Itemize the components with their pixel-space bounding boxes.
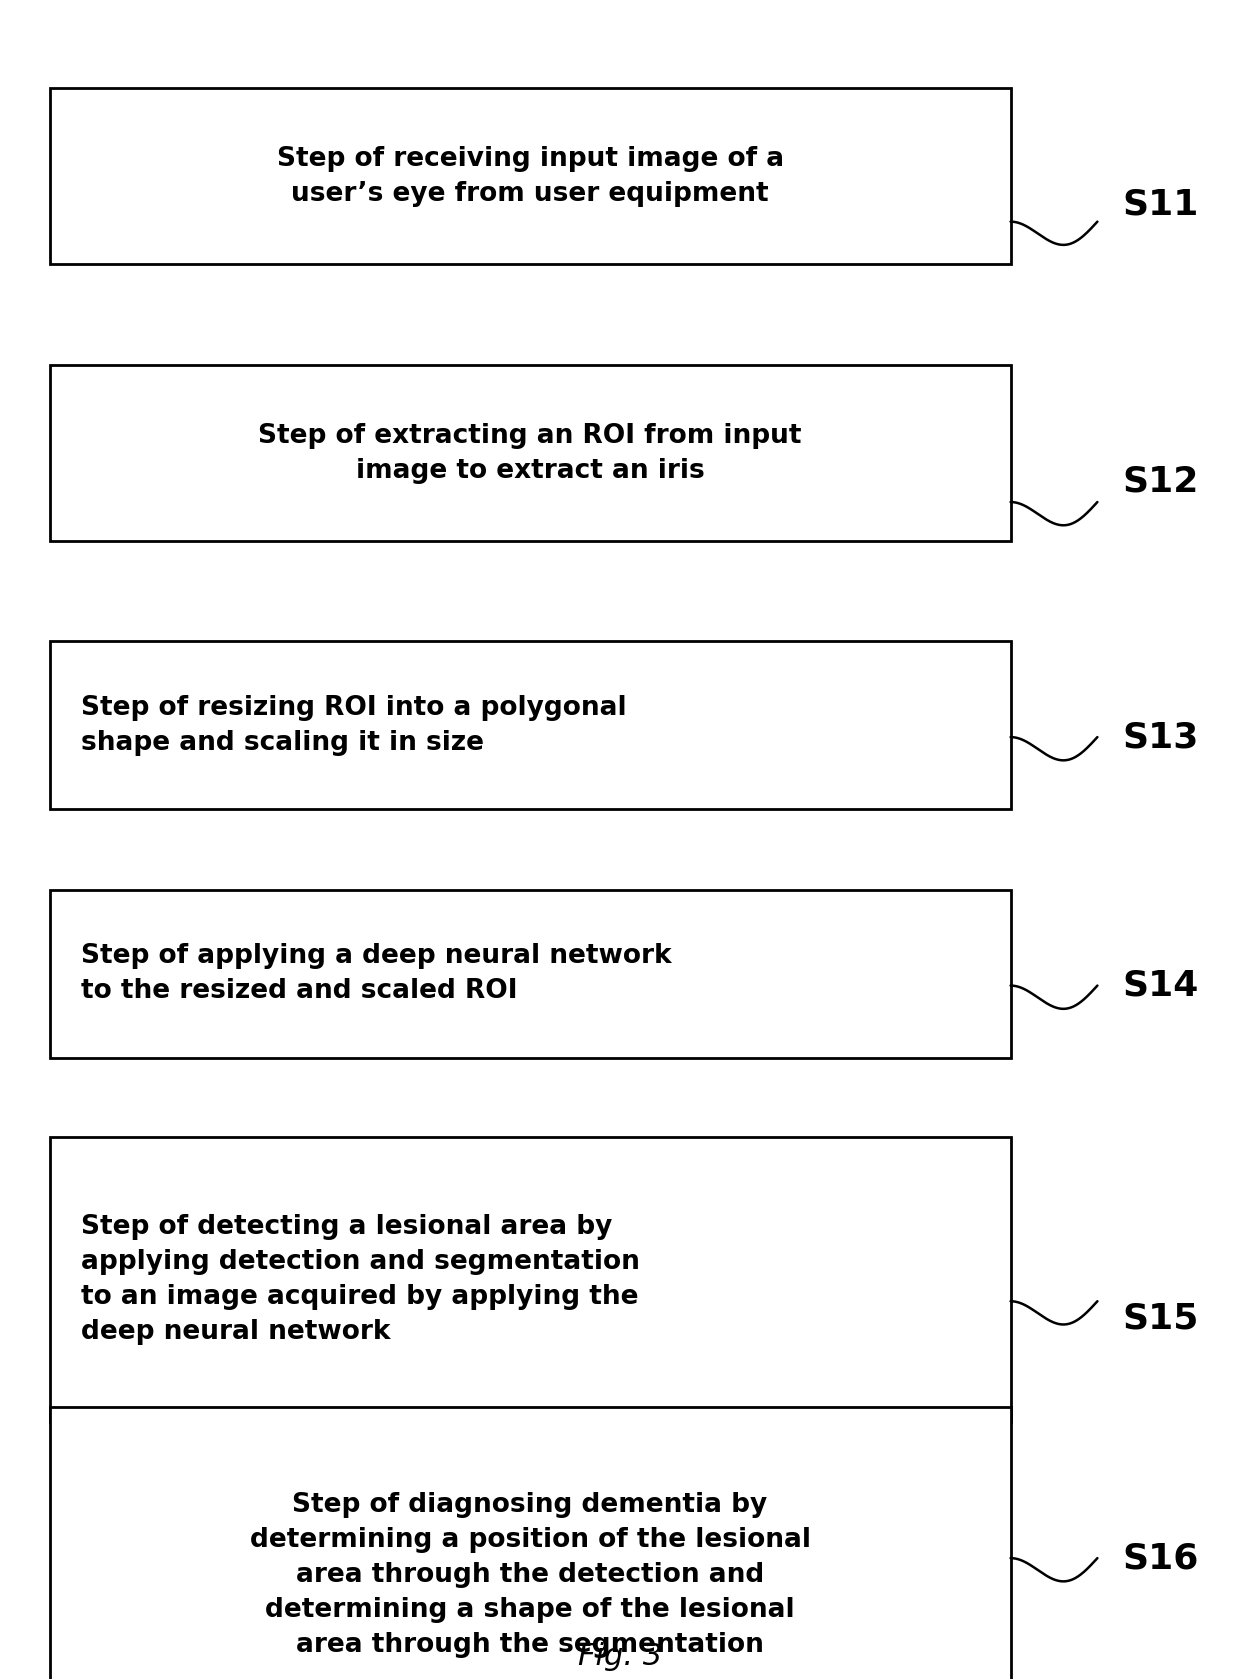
Text: Step of applying a deep neural network
to the resized and scaled ROI: Step of applying a deep neural network t… [81, 944, 671, 1004]
Text: Step of resizing ROI into a polygonal
shape and scaling it in size: Step of resizing ROI into a polygonal sh… [81, 695, 626, 756]
Text: Fig. 3: Fig. 3 [578, 1642, 662, 1671]
FancyBboxPatch shape [50, 87, 1011, 264]
FancyBboxPatch shape [50, 366, 1011, 541]
FancyBboxPatch shape [50, 1407, 1011, 1679]
Text: Step of diagnosing dementia by
determining a position of the lesional
area throu: Step of diagnosing dementia by determini… [249, 1493, 811, 1657]
Text: S13: S13 [1122, 720, 1199, 754]
Text: Step of detecting a lesional area by
applying detection and segmentation
to an i: Step of detecting a lesional area by app… [81, 1214, 640, 1345]
Text: S12: S12 [1122, 465, 1199, 499]
Text: Step of extracting an ROI from input
image to extract an iris: Step of extracting an ROI from input ima… [258, 423, 802, 484]
Text: S16: S16 [1122, 1541, 1199, 1575]
FancyBboxPatch shape [50, 641, 1011, 809]
Text: S15: S15 [1122, 1301, 1199, 1335]
Text: S11: S11 [1122, 188, 1199, 222]
Text: S14: S14 [1122, 969, 1199, 1002]
Text: Step of receiving input image of a
user’s eye from user equipment: Step of receiving input image of a user’… [277, 146, 784, 207]
FancyBboxPatch shape [50, 1137, 1011, 1422]
FancyBboxPatch shape [50, 890, 1011, 1058]
